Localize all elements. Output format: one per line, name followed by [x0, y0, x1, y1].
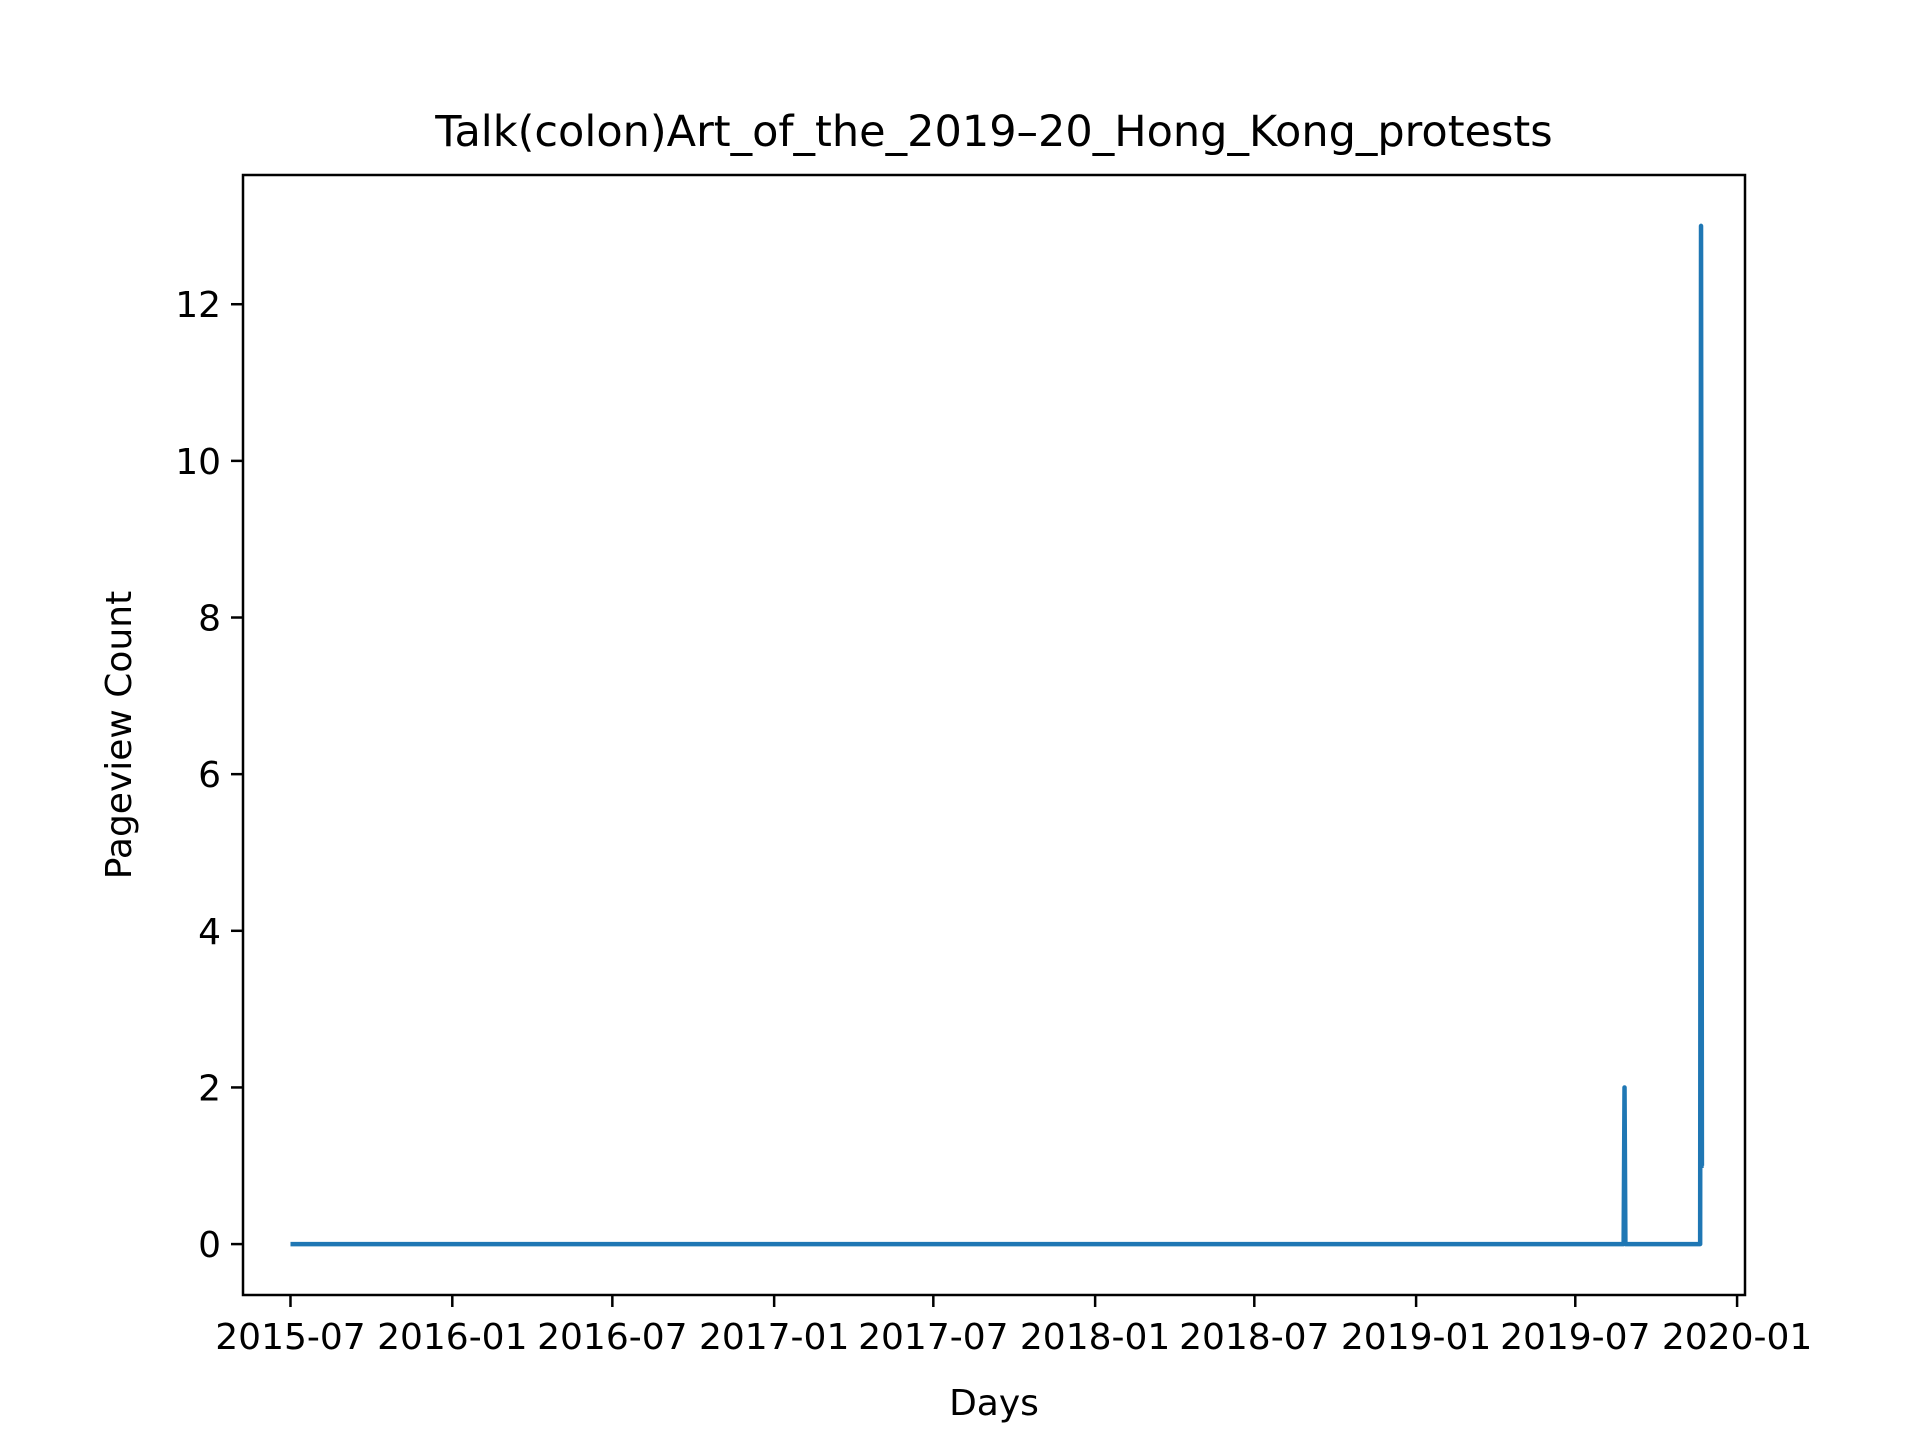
y-tick-label: 0 [198, 1225, 221, 1266]
y-axis-label: Pageview Count [99, 591, 140, 879]
x-tick-label: 2016-01 [377, 1317, 527, 1358]
x-tick-label: 2020-01 [1662, 1317, 1812, 1358]
y-tick-label: 8 [198, 599, 221, 640]
x-tick-label: 2018-07 [1179, 1317, 1329, 1358]
x-tick-label: 2015-07 [215, 1317, 365, 1358]
x-tick-label: 2016-07 [537, 1317, 687, 1358]
plot-frame [241, 173, 1747, 1297]
series-line-1 [290, 223, 1705, 1247]
y-tick-label: 6 [198, 755, 221, 796]
chart-title: Talk(colon)Art_of_the_2019–20_Hong_Kong_… [434, 107, 1552, 157]
x-tick-label: 2019-07 [1500, 1317, 1650, 1358]
y-tick-label: 2 [198, 1068, 221, 1109]
y-tick-label: 10 [175, 442, 221, 483]
series-layer [290, 223, 1705, 1247]
x-axis-label: Days [949, 1383, 1039, 1424]
y-axis: 0 2 4 6 8 10 12 [175, 285, 243, 1266]
x-tick-label: 2018-01 [1020, 1317, 1170, 1358]
x-tick-label: 2019-01 [1341, 1317, 1491, 1358]
x-tick-label: 2017-07 [858, 1317, 1008, 1358]
y-tick-label: 4 [198, 912, 221, 953]
y-tick-label: 12 [175, 285, 221, 326]
x-tick-label: 2017-01 [699, 1317, 849, 1358]
x-axis: 2015-07 2016-01 2016-07 2017-01 2017-07 2018-… [215, 1295, 1812, 1358]
